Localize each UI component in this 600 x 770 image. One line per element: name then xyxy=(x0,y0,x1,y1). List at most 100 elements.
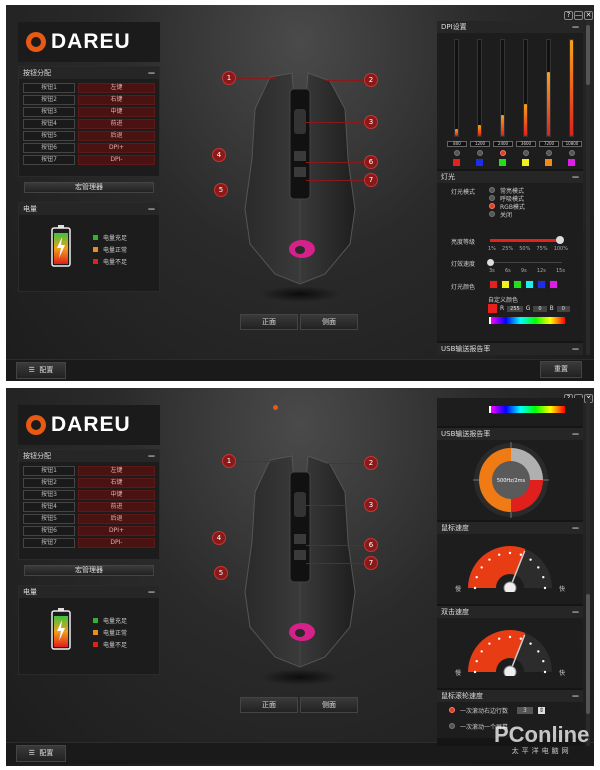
mouse-speed-gauge[interactable] xyxy=(465,540,555,592)
scrollbar[interactable] xyxy=(586,21,590,355)
close-button[interactable]: ✕ xyxy=(584,11,593,20)
effect-speed-slider[interactable] xyxy=(487,259,562,266)
r-input[interactable]: 255 xyxy=(507,305,523,312)
button-action[interactable]: 右键 xyxy=(78,95,155,105)
front-view-button[interactable]: 正面 xyxy=(240,697,298,713)
button-row[interactable]: 按钮3 中键 xyxy=(23,490,155,500)
button-action[interactable]: 中键 xyxy=(78,107,155,117)
report-rate-dial[interactable]: 500Hz/2ms xyxy=(473,442,549,518)
button-row[interactable]: 按钮1 左键 xyxy=(23,466,155,476)
dpi-slider-track[interactable] xyxy=(500,39,505,137)
radio-selected[interactable] xyxy=(449,707,455,713)
mode-off[interactable]: 关闭 xyxy=(489,210,525,219)
dpi-select-radio[interactable] xyxy=(500,150,506,156)
color-spectrum-picker[interactable] xyxy=(489,406,565,413)
reset-button[interactable]: 重置 xyxy=(540,361,582,378)
button-row[interactable]: 按钮1 左键 xyxy=(23,83,155,93)
button-row[interactable]: 按钮2 右键 xyxy=(23,478,155,488)
dpi-value[interactable]: 3600 xyxy=(516,141,536,147)
callout-2[interactable]: 2 xyxy=(364,456,378,470)
dpi-select-radio[interactable] xyxy=(454,150,460,156)
dpi-slider-track[interactable] xyxy=(569,39,574,137)
collapse-button[interactable]: — xyxy=(572,345,579,353)
callout-6[interactable]: 6 xyxy=(364,155,378,169)
button-row[interactable]: 按钮5 后退 xyxy=(23,514,155,524)
mode-steady[interactable]: 常亮模式 xyxy=(489,186,525,195)
dpi-color-swatch[interactable] xyxy=(453,159,460,166)
dpi-value[interactable]: 1200 xyxy=(470,141,490,147)
button-row[interactable]: 按钮4 前进 xyxy=(23,502,155,512)
collapse-button[interactable]: — xyxy=(572,692,579,700)
side-view-button[interactable]: 侧面 xyxy=(300,314,358,330)
scrollbar[interactable] xyxy=(586,398,590,746)
button-row[interactable]: 按钮4 前进 xyxy=(23,119,155,129)
gauge-needle[interactable] xyxy=(509,550,526,589)
button-row[interactable]: 按钮6 DPI+ xyxy=(23,143,155,153)
dpi-color-swatch[interactable] xyxy=(522,159,529,166)
callout-3[interactable]: 3 xyxy=(364,115,378,129)
lines-stepper-input[interactable]: 3 xyxy=(517,706,533,714)
collapse-button[interactable]: — xyxy=(148,205,155,213)
button-action[interactable]: DPI+ xyxy=(78,143,155,153)
dpi-slider-track[interactable] xyxy=(523,39,528,137)
config-button[interactable]: ☰ 配置 xyxy=(16,362,66,379)
gauge-needle[interactable] xyxy=(509,634,526,673)
callout-6[interactable]: 6 xyxy=(364,538,378,552)
collapse-button[interactable]: — xyxy=(572,23,579,31)
button-action[interactable]: DPI- xyxy=(78,538,155,548)
mode-breathing[interactable]: 呼吸模式 xyxy=(489,194,525,203)
button-row[interactable]: 按钮3 中键 xyxy=(23,107,155,117)
dpi-slider-track[interactable] xyxy=(454,39,459,137)
speed-knob[interactable] xyxy=(487,259,494,266)
macro-manager-button[interactable]: 宏管理器 xyxy=(24,182,154,193)
minimize-button[interactable]: — xyxy=(574,11,583,20)
button-action[interactable]: 前进 xyxy=(78,502,155,512)
dpi-color-swatch[interactable] xyxy=(476,159,483,166)
brightness-knob[interactable] xyxy=(556,236,564,244)
collapse-button[interactable]: — xyxy=(572,524,579,532)
button-row[interactable]: 按钮7 DPI- xyxy=(23,538,155,548)
color-swatch[interactable] xyxy=(537,280,546,289)
double-click-gauge[interactable] xyxy=(465,624,555,676)
dpi-color-swatch[interactable] xyxy=(545,159,552,166)
side-view-button[interactable]: 侧面 xyxy=(300,697,358,713)
button-action[interactable]: 后退 xyxy=(78,514,155,524)
dpi-slider-track[interactable] xyxy=(546,39,551,137)
dpi-value[interactable]: 2400 xyxy=(493,141,513,147)
dpi-select-radio[interactable] xyxy=(477,150,483,156)
collapse-button[interactable]: — xyxy=(148,69,155,77)
button-row[interactable]: 按钮5 后退 xyxy=(23,131,155,141)
brightness-slider[interactable] xyxy=(490,236,564,244)
color-swatch[interactable] xyxy=(501,280,510,289)
button-action[interactable]: 后退 xyxy=(78,131,155,141)
button-action[interactable]: 前进 xyxy=(78,119,155,129)
scrollbar-thumb[interactable] xyxy=(586,25,590,85)
dpi-level[interactable]: 3600 xyxy=(516,21,536,169)
g-input[interactable]: 0 xyxy=(533,305,547,312)
collapse-button[interactable]: — xyxy=(572,608,579,616)
button-row[interactable]: 按钮7 DPI- xyxy=(23,155,155,165)
callout-1[interactable]: 1 xyxy=(222,71,236,85)
callout-4[interactable]: 4 xyxy=(212,531,226,545)
color-swatch[interactable] xyxy=(513,280,522,289)
callout-2[interactable]: 2 xyxy=(364,73,378,87)
color-spectrum-picker[interactable] xyxy=(489,317,565,324)
button-action[interactable]: 中键 xyxy=(78,490,155,500)
button-action[interactable]: 左键 xyxy=(78,83,155,93)
radio[interactable] xyxy=(489,211,495,217)
stepper-arrows-icon[interactable]: ⇕ xyxy=(537,706,545,714)
scrollbar-thumb[interactable] xyxy=(586,594,590,714)
callout-7[interactable]: 7 xyxy=(364,556,378,570)
scroll-screen-option[interactable]: 一次滚动一个屏幕 xyxy=(449,722,508,731)
collapse-button[interactable]: — xyxy=(148,452,155,460)
button-row[interactable]: 按钮6 DPI+ xyxy=(23,526,155,536)
button-action[interactable]: DPI- xyxy=(78,155,155,165)
radio[interactable] xyxy=(489,195,495,201)
macro-manager-button[interactable]: 宏管理器 xyxy=(24,565,154,576)
dpi-color-swatch[interactable] xyxy=(499,159,506,166)
dpi-value[interactable]: 800 xyxy=(447,141,467,147)
callout-5[interactable]: 5 xyxy=(214,183,228,197)
collapse-button[interactable]: — xyxy=(148,588,155,596)
color-swatch[interactable] xyxy=(549,280,558,289)
color-swatch[interactable] xyxy=(489,280,498,289)
